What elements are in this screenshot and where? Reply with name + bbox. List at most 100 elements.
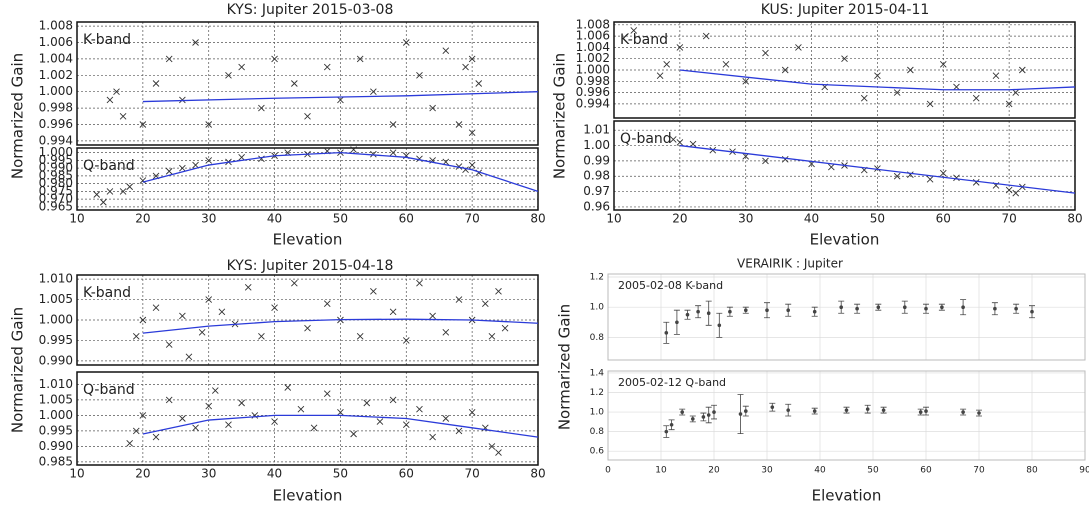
data-point: [442, 328, 450, 336]
data-point: [304, 324, 311, 332]
y-tick-label: 1.008: [576, 17, 610, 31]
y-tick-label: 0.990: [39, 353, 73, 367]
y-tick-label: 1.000: [39, 145, 73, 159]
y-tick-label: 1.000: [39, 408, 73, 422]
chart-title: VERAIRIK : Jupiter: [737, 257, 843, 271]
y-tick-label: 1.000: [39, 84, 73, 98]
chart-title: KYS: Jupiter 2015-04-18: [227, 258, 394, 274]
data-point: [926, 175, 934, 183]
data-point: [961, 305, 965, 309]
data-point: [389, 121, 397, 128]
data-point: [165, 396, 173, 404]
band-label: 2005-02-08 K-band: [618, 279, 723, 292]
y-tick-label: 1.4: [590, 368, 605, 378]
data-point: [350, 146, 357, 153]
data-point: [152, 304, 160, 312]
data-point: [977, 411, 981, 415]
data-point: [468, 55, 476, 63]
data-point: [874, 72, 881, 79]
y-tick-label: 0.998: [576, 74, 610, 88]
y-tick-label: 0.985: [39, 168, 73, 182]
x-tick-label: 50: [870, 212, 885, 226]
y-tick-label: 1.006: [39, 35, 73, 49]
x-tick-label: 20: [672, 212, 687, 226]
data-point: [855, 306, 859, 311]
x-axis-label: Elevation: [810, 231, 880, 249]
data-point: [972, 94, 980, 102]
data-point: [501, 324, 509, 332]
band-label: K-band: [83, 285, 131, 301]
data-point: [258, 104, 265, 112]
y-axis-label: Normarized Gain: [9, 307, 27, 433]
y-tick-label: 0.97: [583, 184, 610, 198]
x-tick-label: 30: [201, 467, 216, 481]
data-point: [1012, 189, 1020, 197]
x-tick-label: 30: [201, 212, 216, 226]
data-point: [271, 55, 278, 63]
data-point: [738, 412, 743, 416]
data-point: [953, 174, 960, 182]
y-tick-label: 0.995: [39, 153, 73, 167]
data-point: [744, 409, 748, 413]
y-tick-label: 0.995: [39, 333, 73, 347]
data-point: [676, 44, 684, 51]
x-tick-label: 20: [135, 212, 150, 226]
x-tick-label: 50: [333, 212, 348, 226]
x-tick-label: 70: [1002, 212, 1017, 226]
x-tick-label: 10: [655, 466, 667, 476]
data-point: [680, 410, 684, 414]
band-label: K-band: [83, 32, 131, 48]
data-point: [488, 443, 496, 450]
y-axis-label: Normarized Gain: [9, 53, 27, 179]
data-point: [786, 308, 790, 313]
data-point: [106, 96, 114, 104]
data-point: [370, 88, 377, 96]
x-tick-label: 40: [267, 212, 282, 226]
data-point: [926, 100, 934, 108]
data-point: [100, 198, 107, 206]
y-tick-label: 0.6: [590, 447, 605, 457]
y-tick-label: 1.006: [576, 29, 610, 43]
data-point: [669, 422, 674, 427]
data-point: [675, 320, 679, 325]
data-point: [924, 306, 928, 311]
data-point: [192, 39, 199, 46]
y-tick-label: 0.994: [39, 133, 73, 147]
data-point: [179, 164, 186, 172]
data-point: [363, 399, 371, 407]
x-tick-label: 30: [761, 466, 773, 476]
data-point: [918, 410, 923, 414]
data-point: [356, 333, 364, 340]
data-point: [468, 408, 476, 416]
data-point: [762, 157, 769, 165]
data-point: [389, 149, 397, 156]
y-tick-label: 0.96: [583, 199, 610, 213]
data-point: [664, 429, 669, 434]
fit-line: [679, 69, 1076, 91]
y-tick-label: 0.98: [583, 169, 610, 183]
data-point: [455, 427, 463, 435]
data-point: [350, 430, 357, 438]
data-point: [953, 83, 960, 91]
data-point: [706, 311, 711, 316]
y-tick-label: 1.005: [39, 292, 73, 306]
fit-line: [679, 144, 1076, 194]
data-point: [865, 407, 870, 411]
data-point: [106, 188, 114, 195]
data-point: [429, 312, 436, 320]
data-point: [284, 384, 292, 391]
data-point: [119, 112, 127, 120]
y-tick-label: 1.002: [576, 51, 610, 65]
plot-frame: [613, 120, 1076, 211]
data-point: [132, 427, 140, 435]
y-tick-label: 0.975: [39, 184, 73, 198]
y-tick-label: 1.008: [39, 19, 73, 33]
data-point: [1014, 306, 1018, 311]
data-point: [291, 80, 298, 87]
data-point: [429, 104, 436, 112]
data-point: [712, 410, 716, 414]
data-point: [669, 136, 677, 143]
y-tick-label: 1.2: [590, 388, 604, 398]
y-tick-label: 0.970: [39, 192, 73, 206]
x-tick-label: 40: [267, 467, 282, 481]
